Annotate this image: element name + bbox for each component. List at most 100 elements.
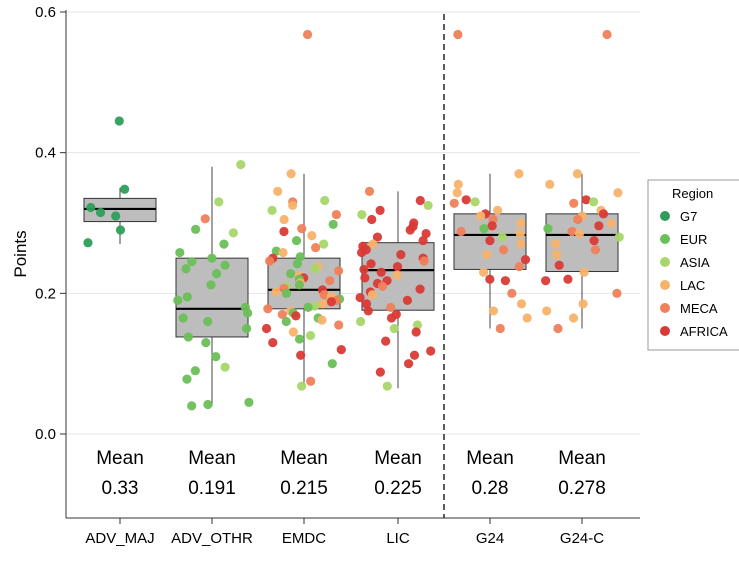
data-point-meca [263, 304, 273, 314]
data-point-africa [415, 284, 425, 294]
legend-marker-africa [660, 326, 670, 336]
data-point-africa [375, 205, 385, 215]
legend-title: Region [672, 186, 713, 201]
data-point-lac [271, 287, 281, 297]
data-point-lac [453, 179, 463, 189]
data-point-africa [554, 260, 564, 270]
data-point-africa [376, 267, 386, 277]
data-point-lac [368, 239, 378, 249]
data-point-g7 [86, 202, 96, 213]
mean-word: Mean [558, 448, 606, 469]
data-point-meca [567, 226, 577, 237]
data-point-meca [319, 290, 329, 300]
data-point-lac [488, 306, 499, 316]
data-point-eur [201, 337, 211, 348]
data-point-africa [418, 235, 428, 246]
data-point-africa [355, 292, 365, 303]
data-point-g7 [114, 116, 124, 126]
data-point-eur [543, 224, 553, 234]
data-point-meca [297, 224, 307, 234]
x-tick-label: ADV_OTHR [171, 530, 253, 547]
data-point-lac [493, 205, 503, 215]
data-point-lac [514, 169, 524, 179]
data-point-meca [306, 376, 316, 386]
mean-value: 0.278 [558, 478, 606, 499]
data-point-lac [579, 267, 589, 277]
data-point-lac [288, 327, 298, 337]
data-point-africa [405, 225, 415, 235]
mean-value: 0.225 [374, 478, 422, 499]
data-point-africa [296, 350, 306, 360]
data-points [83, 29, 624, 411]
legend-label-asia: ASIA [680, 255, 710, 270]
data-point-africa [541, 276, 551, 286]
data-point-africa [291, 311, 301, 321]
data-point-asia [614, 232, 624, 242]
data-point-lac [522, 313, 532, 323]
legend-label-eur: EUR [680, 232, 707, 247]
data-point-g7 [95, 207, 106, 218]
x-tick-label: ADV_MAJ [85, 530, 154, 547]
data-point-africa [392, 262, 403, 272]
data-point-eur [281, 288, 292, 298]
legend-label-africa: AFRICA [680, 324, 728, 339]
data-point-africa [361, 299, 372, 309]
data-point-africa [520, 254, 531, 265]
data-point-eur [187, 401, 197, 411]
data-point-eur [242, 323, 252, 334]
data-point-lac [515, 228, 525, 239]
data-point-eur [203, 399, 213, 410]
data-point-asia [320, 195, 330, 206]
data-point-lac [317, 315, 327, 325]
data-point-africa [421, 228, 431, 239]
x-tick-label: EMDC [282, 530, 326, 547]
x-tick-label: G24 [476, 530, 504, 547]
data-point-africa [487, 221, 497, 231]
data-point-asia [319, 239, 329, 249]
data-point-lac [288, 200, 298, 211]
data-point-africa [375, 367, 385, 377]
data-point-africa [485, 235, 495, 246]
data-point-africa [268, 337, 278, 348]
legend-marker-eur [660, 234, 670, 244]
data-point-eur [211, 269, 222, 279]
data-point-eur [294, 334, 305, 344]
data-point-meca [302, 29, 313, 40]
y-axis-label: Points [11, 230, 30, 277]
y-tick-label: 0.4 [35, 145, 56, 162]
data-point-g7 [83, 238, 93, 248]
data-point-meca [456, 226, 466, 237]
data-point-africa [403, 359, 414, 369]
data-point-africa [598, 209, 609, 219]
data-point-africa [359, 264, 369, 275]
data-point-lac [574, 228, 585, 239]
data-point-asia [382, 381, 392, 391]
gridlines [66, 11, 640, 435]
data-point-meca [331, 209, 341, 220]
data-point-eur [286, 269, 296, 279]
data-point-eur [303, 302, 313, 312]
data-point-africa [360, 273, 370, 283]
data-point-africa [594, 221, 604, 231]
data-point-lac [572, 169, 583, 179]
mean-word: Mean [374, 448, 422, 469]
mean-value: 0.28 [472, 478, 509, 499]
data-point-eur [206, 280, 216, 290]
data-point-asia [297, 381, 307, 391]
legend-marker-g7 [660, 211, 670, 221]
data-point-asia [236, 160, 246, 170]
data-point-meca [200, 214, 210, 224]
data-point-eur [191, 224, 201, 234]
data-point-lac [578, 299, 588, 309]
data-point-meca [590, 245, 601, 255]
data-point-africa [363, 306, 373, 316]
data-point-lac [552, 250, 562, 260]
mean-word: Mean [188, 448, 236, 469]
data-point-eur [187, 257, 197, 267]
legend-label-lac: LAC [680, 278, 705, 293]
data-point-eur [220, 260, 230, 270]
data-point-lac [542, 306, 552, 316]
data-point-eur [294, 280, 304, 290]
mean-value: 0.215 [280, 478, 328, 499]
